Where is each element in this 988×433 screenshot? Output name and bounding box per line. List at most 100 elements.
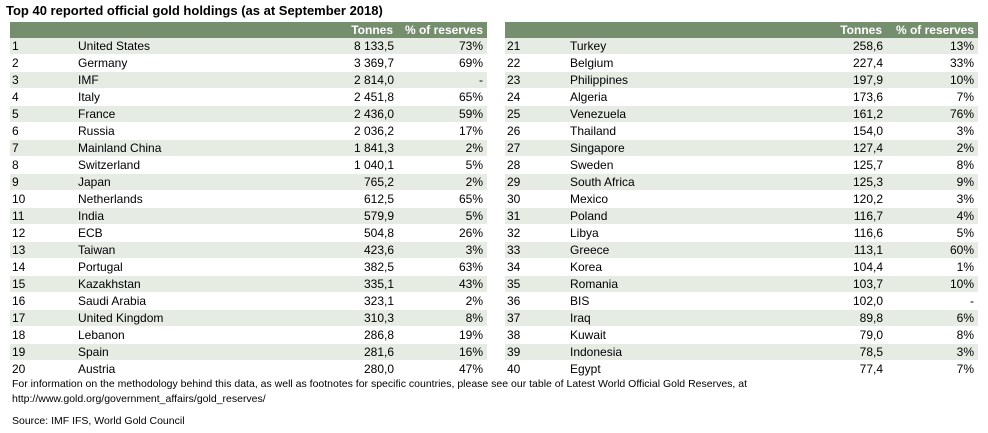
table-row: 32 Libya 116,6 5% bbox=[505, 224, 978, 242]
rank-cell: 11 bbox=[10, 207, 76, 225]
rank-cell: 15 bbox=[10, 275, 76, 293]
table-row: 4 Italy 2 451,8 65% bbox=[10, 88, 487, 106]
tonnes-cell: 504,8 bbox=[276, 224, 397, 242]
rank-cell: 24 bbox=[505, 88, 568, 106]
country-cell: Mainland China bbox=[76, 139, 276, 157]
pct-reserves-cell: 26% bbox=[397, 224, 487, 242]
table-row: 23 Philippines 197,9 10% bbox=[505, 71, 978, 89]
tonnes-cell: 3 369,7 bbox=[276, 54, 397, 72]
table-row: 13 Taiwan 423,6 3% bbox=[10, 241, 487, 259]
rank-cell: 2 bbox=[10, 54, 76, 72]
pct-reserves-cell: 8% bbox=[397, 309, 487, 327]
country-cell: Lebanon bbox=[76, 326, 276, 344]
country-cell: Indonesia bbox=[568, 343, 766, 361]
holdings-table-right: Tonnes % of reserves 21 Turkey 258,6 13% 22 B… bbox=[505, 22, 978, 378]
pct-reserves-cell: 63% bbox=[397, 258, 487, 276]
tonnes-cell: 2 036,2 bbox=[276, 122, 397, 140]
tonnes-cell: 125,3 bbox=[766, 173, 886, 191]
country-cell: United States bbox=[76, 38, 276, 55]
table-row: 25 Venezuela 161,2 76% bbox=[505, 105, 978, 123]
pct-reserves-cell: 9% bbox=[886, 173, 978, 191]
tonnes-cell: 116,6 bbox=[766, 224, 886, 242]
country-cell: France bbox=[76, 105, 276, 123]
rank-cell: 12 bbox=[10, 224, 76, 242]
country-cell: Taiwan bbox=[76, 241, 276, 259]
pct-reserves-cell: 17% bbox=[397, 122, 487, 140]
pct-reserves-cell: 2% bbox=[397, 139, 487, 157]
rank-cell: 29 bbox=[505, 173, 568, 191]
pct-reserves-cell: 2% bbox=[397, 173, 487, 191]
pct-reserves-cell: 33% bbox=[886, 54, 978, 72]
rank-cell: 35 bbox=[505, 275, 568, 293]
tonnes-cell: 2 814,0 bbox=[276, 71, 397, 89]
tonnes-cell: 310,3 bbox=[276, 309, 397, 327]
header-country bbox=[76, 22, 276, 38]
rank-cell: 28 bbox=[505, 156, 568, 174]
pct-reserves-cell: 3% bbox=[397, 241, 487, 259]
tonnes-cell: 227,4 bbox=[766, 54, 886, 72]
table-row: 2 Germany 3 369,7 69% bbox=[10, 54, 487, 72]
country-cell: Venezuela bbox=[568, 105, 766, 123]
table-row: 18 Lebanon 286,8 19% bbox=[10, 326, 487, 344]
pct-reserves-cell: 5% bbox=[886, 224, 978, 242]
table-row: 37 Iraq 89,8 6% bbox=[505, 309, 978, 327]
country-cell: Saudi Arabia bbox=[76, 292, 276, 310]
tonnes-cell: 1 841,3 bbox=[276, 139, 397, 157]
tonnes-cell: 78,5 bbox=[766, 343, 886, 361]
rank-cell: 18 bbox=[10, 326, 76, 344]
pct-reserves-cell: 59% bbox=[397, 105, 487, 123]
country-cell: ECB bbox=[76, 224, 276, 242]
tonnes-cell: 8 133,5 bbox=[276, 38, 397, 55]
country-cell: Spain bbox=[76, 343, 276, 361]
table-row: 26 Thailand 154,0 3% bbox=[505, 122, 978, 140]
table-row: 24 Algeria 173,6 7% bbox=[505, 88, 978, 106]
rank-cell: 26 bbox=[505, 122, 568, 140]
tonnes-cell: 102,0 bbox=[766, 292, 886, 310]
table-row: 38 Kuwait 79,0 8% bbox=[505, 326, 978, 344]
tonnes-cell: 197,9 bbox=[766, 71, 886, 89]
country-cell: Sweden bbox=[568, 156, 766, 174]
rank-cell: 31 bbox=[505, 207, 568, 225]
tonnes-cell: 127,4 bbox=[766, 139, 886, 157]
rank-cell: 20 bbox=[10, 360, 76, 378]
header-country bbox=[568, 22, 766, 38]
header-pct-reserves: % of reserves bbox=[886, 22, 978, 38]
rank-cell: 25 bbox=[505, 105, 568, 123]
table-row: 28 Sweden 125,7 8% bbox=[505, 156, 978, 174]
tonnes-cell: 281,6 bbox=[276, 343, 397, 361]
pct-reserves-cell: - bbox=[397, 71, 487, 89]
rank-cell: 16 bbox=[10, 292, 76, 310]
table-row: 15 Kazakhstan 335,1 43% bbox=[10, 275, 487, 293]
country-cell: Germany bbox=[76, 54, 276, 72]
methodology-note: For information on the methodology behin… bbox=[12, 378, 748, 405]
rank-cell: 36 bbox=[505, 292, 568, 310]
rank-cell: 23 bbox=[505, 71, 568, 89]
table-row: 21 Turkey 258,6 13% bbox=[505, 38, 978, 55]
table-row: 29 South Africa 125,3 9% bbox=[505, 173, 978, 191]
rank-cell: 39 bbox=[505, 343, 568, 361]
table-row: 14 Portugal 382,5 63% bbox=[10, 258, 487, 276]
country-cell: Italy bbox=[76, 88, 276, 106]
pct-reserves-cell: 65% bbox=[397, 88, 487, 106]
table-row: 19 Spain 281,6 16% bbox=[10, 343, 487, 361]
country-cell: Kuwait bbox=[568, 326, 766, 344]
country-cell: Belgium bbox=[568, 54, 766, 72]
table-row: 34 Korea 104,4 1% bbox=[505, 258, 978, 276]
pct-reserves-cell: 16% bbox=[397, 343, 487, 361]
tonnes-cell: 335,1 bbox=[276, 275, 397, 293]
rank-cell: 14 bbox=[10, 258, 76, 276]
country-cell: Mexico bbox=[568, 190, 766, 208]
rank-cell: 10 bbox=[10, 190, 76, 208]
tonnes-cell: 765,2 bbox=[276, 173, 397, 191]
country-cell: Thailand bbox=[568, 122, 766, 140]
country-cell: IMF bbox=[76, 71, 276, 89]
country-cell: India bbox=[76, 207, 276, 225]
country-cell: Poland bbox=[568, 207, 766, 225]
holdings-table-left: Tonnes % of reserves 1 United States 8 133… bbox=[10, 22, 487, 378]
table-row: 1 United States 8 133,5 73% bbox=[10, 38, 487, 55]
table-row: 10 Netherlands 612,5 65% bbox=[10, 190, 487, 208]
country-cell: Philippines bbox=[568, 71, 766, 89]
tonnes-cell: 154,0 bbox=[766, 122, 886, 140]
pct-reserves-cell: 1% bbox=[886, 258, 978, 276]
pct-reserves-cell: 3% bbox=[886, 190, 978, 208]
